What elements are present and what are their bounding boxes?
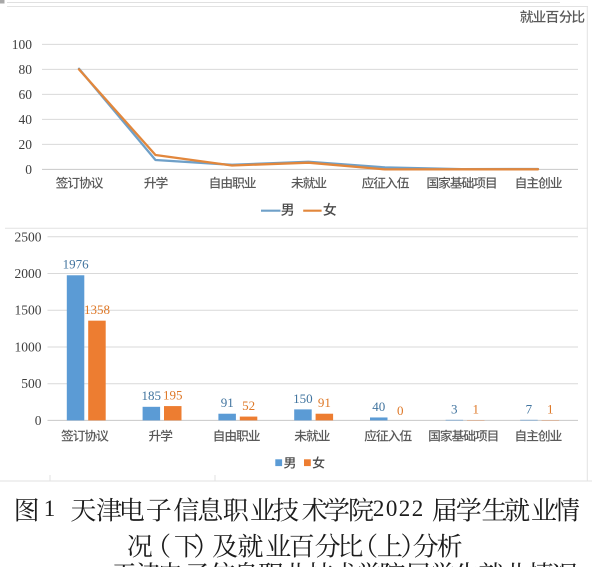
- svg-text:0: 0: [25, 162, 32, 177]
- svg-text:2500: 2500: [15, 229, 42, 244]
- svg-text:91: 91: [318, 395, 331, 410]
- svg-text:0: 0: [35, 413, 42, 428]
- svg-text:3: 3: [451, 402, 458, 417]
- svg-text:40: 40: [19, 112, 33, 127]
- svg-text:1: 1: [547, 402, 554, 417]
- svg-text:1500: 1500: [15, 303, 42, 318]
- svg-text:2022: 2022: [373, 496, 425, 521]
- svg-text:60: 60: [19, 87, 33, 102]
- svg-text:100: 100: [12, 37, 33, 52]
- svg-text:2000: 2000: [15, 266, 42, 281]
- svg-text:91: 91: [221, 395, 234, 410]
- svg-text:500: 500: [21, 376, 42, 391]
- svg-text:7: 7: [526, 401, 533, 416]
- svg-text:185: 185: [142, 388, 162, 403]
- svg-text:20: 20: [19, 137, 33, 152]
- svg-text:1976: 1976: [63, 257, 90, 272]
- svg-text:1: 1: [44, 496, 56, 521]
- svg-text:40: 40: [372, 399, 385, 414]
- svg-text:1000: 1000: [15, 340, 42, 355]
- svg-text:52: 52: [242, 398, 255, 413]
- svg-text:0: 0: [397, 403, 404, 418]
- svg-text:150: 150: [293, 391, 313, 406]
- svg-text:80: 80: [19, 62, 33, 77]
- svg-text:195: 195: [163, 388, 183, 403]
- svg-text:1358: 1358: [84, 302, 110, 317]
- svg-text:1: 1: [473, 402, 480, 417]
